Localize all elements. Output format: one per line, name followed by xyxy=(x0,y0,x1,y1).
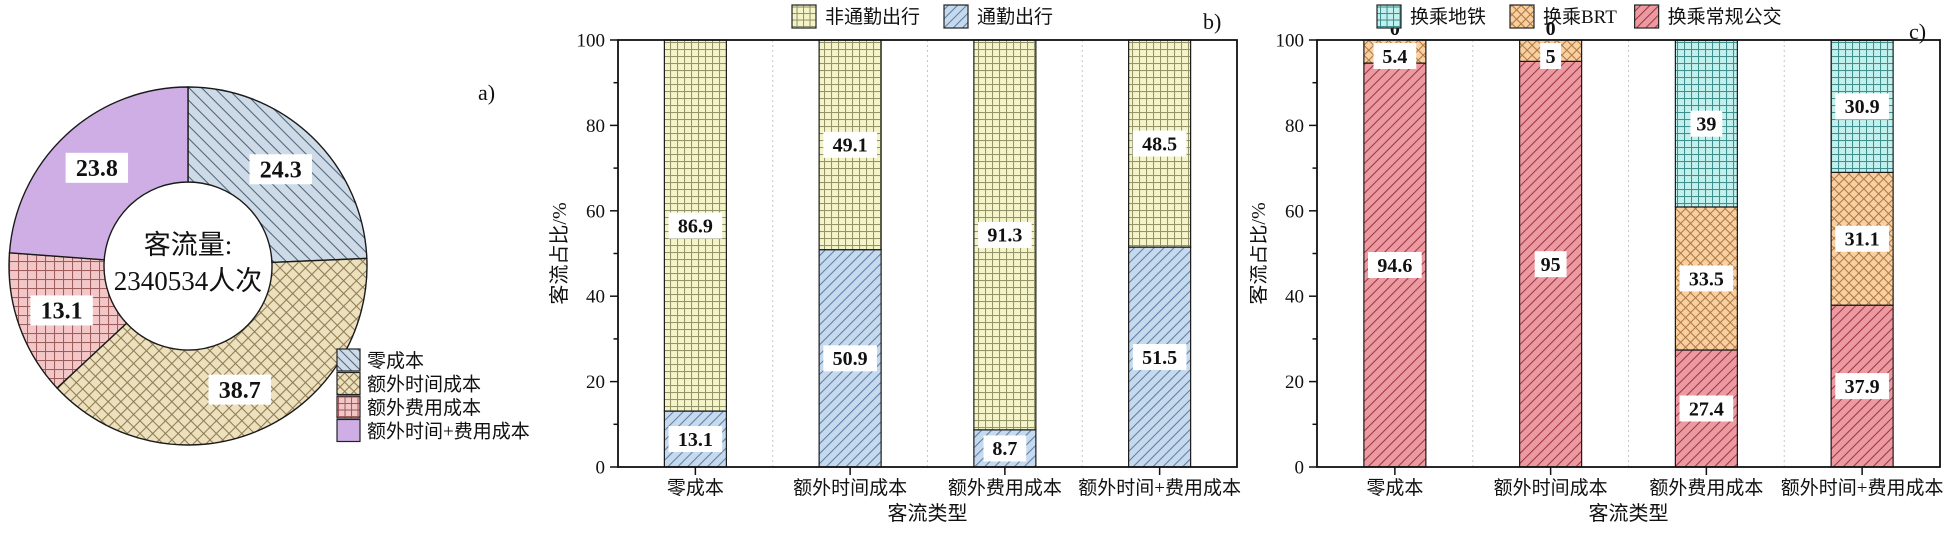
x-tick-label: 额外时间成本 xyxy=(793,477,907,499)
value-label-box xyxy=(1835,225,1889,252)
legend-swatch xyxy=(336,371,361,396)
value-label: 23.8 xyxy=(76,156,118,182)
value-label: 8.7 xyxy=(992,438,1017,460)
value-label-box xyxy=(1679,265,1734,292)
value-label-box xyxy=(1835,93,1889,120)
value-label: 33.5 xyxy=(1689,268,1724,290)
value-label: 0 xyxy=(1390,18,1400,40)
legend-swatch xyxy=(791,4,817,29)
value-label: 27.4 xyxy=(1689,398,1724,420)
value-label: 13.1 xyxy=(678,429,713,451)
value-label-box xyxy=(208,374,271,405)
y-tick-label: 40 xyxy=(586,287,605,308)
value-label-box xyxy=(823,131,877,158)
legend-swatch xyxy=(1634,4,1660,29)
y-tick-label: 100 xyxy=(1276,31,1305,52)
legend-label: 零成本 xyxy=(367,350,424,372)
legend-swatch xyxy=(943,4,969,29)
panel-label-b: b) xyxy=(1203,9,1222,34)
value-label: 50.9 xyxy=(833,348,868,370)
panel-label-a: a) xyxy=(478,80,496,105)
legend-label: 非通勤出行 xyxy=(825,6,920,28)
value-label: 5 xyxy=(1546,46,1556,68)
value-label: 31.1 xyxy=(1845,229,1880,251)
legend-label: 通勤出行 xyxy=(977,6,1053,28)
value-label: 49.1 xyxy=(833,135,868,157)
value-label-box xyxy=(1534,251,1567,278)
y-tick-label: 0 xyxy=(1295,458,1305,479)
legend-label: 额外时间成本 xyxy=(367,374,481,396)
value-label-box xyxy=(1132,344,1187,371)
legend-label: 换乘BRT xyxy=(1543,6,1617,28)
x-tick-label: 额外时间成本 xyxy=(1494,477,1608,499)
y-axis-label: 客流占比/% xyxy=(1250,202,1270,304)
value-label-box xyxy=(1690,110,1723,137)
legend-label: 换乘常规公交 xyxy=(1668,6,1782,28)
value-label-box xyxy=(983,435,1027,462)
y-tick-label: 80 xyxy=(1285,116,1304,137)
y-tick-label: 40 xyxy=(1285,287,1304,308)
value-label-box xyxy=(668,212,723,239)
donut-center-text: 2340534人次 xyxy=(114,266,263,296)
stacked-bar-chart-transfer-mode: 94.6 5.4 0 95 5 0 27.4 33.5 39 37.9 31.1 30.9 0 20 40 6… xyxy=(1250,4,1944,525)
legend-swatch xyxy=(336,395,361,419)
y-tick-label: 60 xyxy=(1285,201,1304,222)
value-label-box xyxy=(1373,43,1417,69)
x-tick-label: 额外时间+费用成本 xyxy=(1078,477,1241,499)
value-label-box xyxy=(1835,373,1889,400)
value-label-box xyxy=(823,345,877,372)
value-label-box xyxy=(1540,43,1562,69)
y-tick-label: 80 xyxy=(586,116,605,137)
x-axis-label: 客流类型 xyxy=(1589,502,1669,525)
value-label: 48.5 xyxy=(1142,133,1177,155)
value-label: 91.3 xyxy=(987,225,1022,247)
value-label: 30.9 xyxy=(1845,96,1880,118)
donut-chart-passenger-volume: 24.338.713.123.8客流量:2340534人次零成本额外时间成本额外… xyxy=(8,86,530,446)
x-axis-label: 客流类型 xyxy=(888,502,968,525)
value-label-box xyxy=(1132,130,1187,157)
legend-label: 换乘地铁 xyxy=(1410,6,1486,28)
value-label: 86.9 xyxy=(678,215,713,237)
value-label: 39 xyxy=(1696,113,1716,135)
x-tick-label: 零成本 xyxy=(1366,477,1423,499)
x-tick-label: 额外费用成本 xyxy=(948,477,1062,499)
value-label-box xyxy=(1368,252,1422,279)
value-label: 0 xyxy=(1546,18,1556,40)
y-axis-label: 客流占比/% xyxy=(548,202,571,304)
value-label: 95 xyxy=(1541,254,1561,276)
y-tick-label: 20 xyxy=(586,372,605,393)
value-label: 37.9 xyxy=(1845,376,1880,398)
y-tick-label: 20 xyxy=(1285,372,1304,393)
value-label: 13.1 xyxy=(41,299,83,325)
stacked-bar-chart-trip-purpose: 13.1 86.9 50.9 49.1 8.7 91.3 51.5 48.5 0 20 40 60 80… xyxy=(548,4,1241,525)
value-label-box xyxy=(1679,395,1734,422)
legend-swatch xyxy=(1376,4,1402,29)
value-label: 51.5 xyxy=(1142,347,1177,369)
x-tick-label: 额外费用成本 xyxy=(1649,477,1763,499)
legend-swatch xyxy=(1509,4,1535,29)
y-tick-label: 100 xyxy=(577,31,606,52)
donut-slice xyxy=(56,257,368,446)
y-tick-label: 0 xyxy=(596,458,606,479)
x-tick-label: 零成本 xyxy=(667,477,724,499)
legend-label: 额外费用成本 xyxy=(367,397,481,419)
value-label: 24.3 xyxy=(260,157,302,183)
value-label-box xyxy=(65,152,129,183)
legend-label: 额外时间+费用成本 xyxy=(367,421,530,443)
value-label-box xyxy=(30,295,93,326)
legend-swatch xyxy=(336,418,361,443)
value-label-box xyxy=(249,154,312,185)
value-label-box xyxy=(668,426,723,453)
value-label: 94.6 xyxy=(1377,255,1412,277)
value-label-box xyxy=(1540,15,1562,41)
y-tick-label: 60 xyxy=(586,201,605,222)
value-label-box xyxy=(978,221,1032,248)
value-label: 5.4 xyxy=(1382,46,1407,68)
legend-swatch xyxy=(336,348,361,372)
panel-label-c: c) xyxy=(1909,19,1927,44)
donut-center-text: 客流量: xyxy=(144,230,233,260)
value-label: 38.7 xyxy=(219,378,261,404)
x-tick-label: 额外时间+费用成本 xyxy=(1781,477,1944,499)
